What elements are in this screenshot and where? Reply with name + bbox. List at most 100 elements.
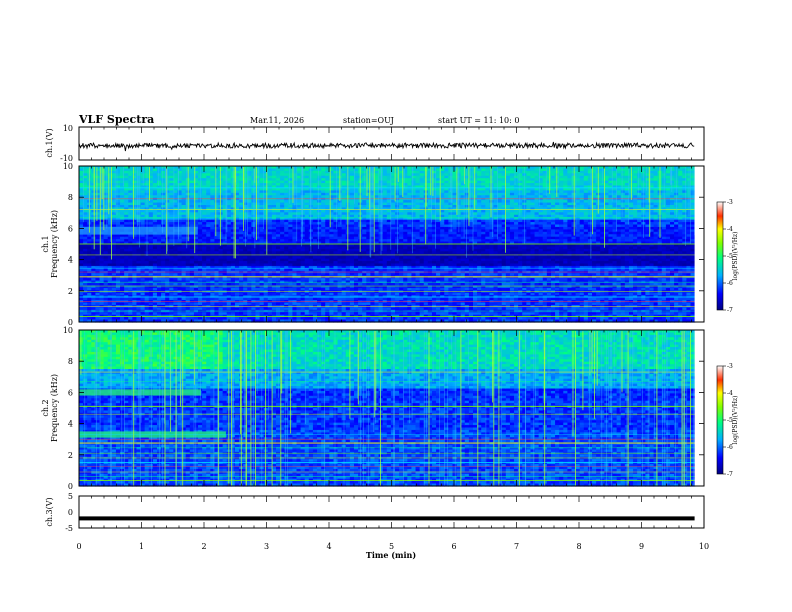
spectrogram-cell: [300, 217, 306, 221]
spectrogram-cell: [284, 265, 289, 269]
spectrogram-cell: [247, 263, 252, 267]
spectrogram-cell: [128, 187, 133, 191]
spectrogram-cell: [280, 197, 285, 201]
spectrogram-cell: [152, 178, 158, 182]
spectrogram-cell: [222, 319, 228, 323]
spectrogram-cell: [370, 219, 376, 223]
spectrogram-cell: [156, 190, 162, 194]
spectrogram-cell: [292, 261, 298, 265]
spectrogram-cell: [292, 217, 298, 221]
spectrogram-cell: [214, 197, 220, 201]
spectrogram-cell: [115, 222, 121, 226]
spectrogram-cell: [317, 205, 322, 209]
spectrogram-cell: [304, 226, 310, 230]
spectrogram-cell: [366, 256, 371, 260]
spectrogram-cell: [222, 205, 228, 209]
spectrogram-cell: [317, 187, 322, 191]
spectrogram-cell: [83, 268, 88, 272]
spectrogram-cell: [366, 234, 371, 238]
spectrogram-cell: [107, 253, 113, 257]
spectrogram-cell: [234, 292, 240, 296]
spectrogram-cell: [214, 222, 220, 226]
spectrogram-cell: [169, 253, 174, 257]
spectrogram-cell: [189, 212, 195, 216]
spectrogram-cell: [234, 251, 240, 255]
spectrogram-cell: [276, 244, 281, 248]
spectrogram-cell: [173, 187, 179, 191]
spectrogram-cell: [284, 248, 289, 252]
spectrogram-cell: [333, 197, 339, 201]
spectrogram-cell: [366, 285, 371, 289]
spectrogram-cell: [259, 231, 265, 235]
spectrogram-cell: [79, 307, 84, 311]
spectrogram-cell: [353, 202, 359, 206]
spectrogram-cell: [107, 212, 113, 216]
spectrogram-cell: [247, 258, 252, 262]
spectrogram-cell: [161, 319, 166, 323]
spectrogram-cell: [222, 212, 228, 216]
spectrogram-cell: [111, 248, 117, 252]
spectrogram-cell: [206, 239, 211, 243]
spectrogram-cell: [161, 256, 166, 260]
spectrogram-cell: [337, 217, 343, 221]
spectrogram-cell: [87, 263, 92, 267]
spectrogram-cell: [308, 297, 314, 301]
spectrogram-cell: [366, 190, 371, 194]
spectrogram-cell: [156, 319, 162, 323]
spectrogram-cell: [284, 166, 289, 170]
spectrogram-cell: [333, 256, 339, 260]
spectrogram-cell: [128, 217, 133, 221]
spectrogram-cell: [87, 248, 92, 252]
spectrogram-cell: [317, 212, 322, 216]
spectrogram-cell: [353, 168, 359, 172]
spectrogram-cell: [304, 278, 310, 282]
spectrogram-cell: [337, 283, 343, 287]
spectrogram-cell: [317, 302, 322, 306]
spectrogram-cell: [148, 292, 154, 296]
spectrogram-cell: [296, 217, 302, 221]
spectrogram-cell: [292, 273, 298, 277]
spectrogram-cell: [300, 268, 306, 272]
spectrogram-cell: [267, 307, 273, 311]
spectrogram-cell: [132, 251, 138, 255]
spectrogram-cell: [288, 212, 294, 216]
spectrogram-cell: [83, 224, 88, 228]
spectrogram-cell: [161, 166, 166, 170]
spectrogram-cell: [193, 173, 199, 177]
spectrogram-cell: [304, 317, 310, 321]
spectrogram-cell: [300, 278, 306, 282]
spectrogram-cell: [325, 168, 330, 172]
spectrogram-cell: [259, 248, 265, 252]
spectrogram-cell: [304, 251, 310, 255]
spectrogram-cell: [193, 197, 199, 201]
spectrogram-cell: [329, 239, 335, 243]
spectrogram-cell: [325, 207, 330, 211]
spectrogram-cell: [226, 197, 232, 201]
spectrogram-cell: [83, 166, 88, 170]
spectrogram-cell: [193, 312, 199, 316]
spectrogram-cell: [280, 209, 285, 213]
spectrogram-cell: [230, 209, 236, 213]
spectrogram-cell: [284, 231, 289, 235]
spectrogram-cell: [255, 268, 261, 272]
spectrogram-cell: [202, 173, 207, 177]
spectrogram-cell: [366, 231, 371, 235]
spectrogram-cell: [230, 229, 236, 233]
spectrogram-cell: [189, 187, 195, 191]
spectrogram-cell: [259, 256, 265, 260]
spectrogram-cell: [300, 219, 306, 223]
spectrogram-cell: [189, 285, 195, 289]
spectrogram-cell: [206, 248, 211, 252]
spectrogram-cell: [79, 248, 84, 252]
spectrogram-cell: [362, 197, 367, 201]
spectrogram-cell: [321, 244, 326, 248]
spectrogram-cell: [300, 292, 306, 296]
spectrogram-cell: [148, 168, 154, 172]
spectrogram-cell: [312, 180, 318, 184]
spectrogram-cell: [198, 312, 203, 316]
spectrogram-cell: [169, 244, 174, 248]
spectrogram-cell: [374, 192, 380, 196]
spectrogram-cell: [280, 265, 285, 269]
spectrogram-cell: [263, 212, 269, 216]
